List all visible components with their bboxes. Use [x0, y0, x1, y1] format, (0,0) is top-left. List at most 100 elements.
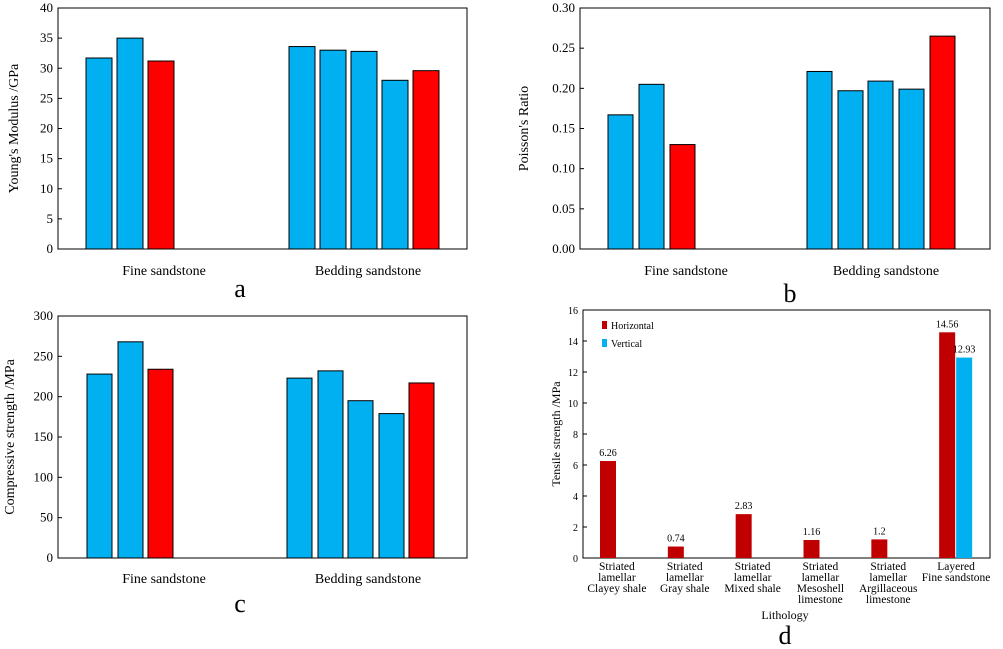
plot-frame-d: [582, 309, 991, 559]
y-tick-label: 4: [573, 492, 578, 503]
bar: [147, 60, 175, 250]
legend-swatch: [602, 321, 607, 329]
panel-label-d: d: [779, 621, 792, 649]
y-tick-label: 0: [573, 554, 578, 565]
y-axis-label: Young's Modulus /GPa: [7, 63, 22, 193]
panel-label-c: c: [234, 589, 246, 618]
bar: [898, 88, 925, 250]
bar: [86, 373, 113, 559]
y-tick-label: 0.00: [552, 241, 575, 256]
bar: [286, 377, 313, 559]
y-tick-label: 10: [40, 181, 53, 196]
legend-entry: Horizontal: [611, 321, 654, 332]
y-axis-label: Poisson's Ratio: [517, 86, 532, 171]
bar-vertical: [956, 357, 973, 558]
y-tick-label: 15: [40, 151, 53, 166]
data-label: 14.56: [936, 319, 959, 330]
y-tick-label: 0: [47, 241, 54, 256]
category-label: Striated: [735, 561, 771, 573]
y-tick-label: 0.15: [552, 121, 575, 136]
y-tick-label: 12: [568, 368, 578, 379]
y-tick-label: 0.10: [552, 161, 575, 176]
bar: [412, 70, 440, 250]
panel-label-a: a: [234, 274, 246, 303]
y-tick-label: 50: [40, 510, 53, 525]
group-label: Fine sandstone: [644, 264, 728, 279]
y-axis-label: Tensile strength /MPa: [549, 381, 563, 487]
chart-a: 0 5 10 15 20 25 30 35 40 Young's Modulus /GPa a Fin…: [7, 0, 468, 303]
y-tick-label: 25: [40, 90, 53, 105]
bar: [347, 400, 374, 559]
bar: [408, 382, 435, 559]
category-label: lamellar: [598, 572, 636, 584]
category-label: Striated: [803, 561, 839, 573]
y-axis-label: Compressive strength /MPa: [3, 358, 18, 514]
data-label: 1.2: [873, 526, 886, 537]
y-tick-label: 150: [34, 429, 54, 444]
bar-horizontal: [803, 540, 820, 558]
bar-horizontal: [667, 546, 684, 558]
bar: [378, 413, 405, 559]
y-tick-label: 0.05: [552, 201, 575, 216]
y-tick-label: 35: [40, 30, 53, 45]
category-label: lamellar: [802, 572, 840, 584]
category-label: Mixed shale: [724, 583, 781, 595]
category-label: Gray shale: [660, 583, 710, 595]
group-label: Bedding sandstone: [315, 264, 421, 279]
group-label: Fine sandstone: [122, 572, 206, 587]
bar: [85, 57, 113, 250]
y-tick-label: 6: [573, 461, 578, 472]
bar: [381, 79, 409, 250]
data-label: 6.26: [599, 448, 617, 459]
bar-horizontal: [735, 514, 752, 558]
data-label: 1.16: [803, 527, 821, 538]
category-label: lamellar: [666, 572, 704, 584]
bar-horizontal: [939, 332, 956, 558]
y-tick-label: 14: [568, 337, 578, 348]
legend-entry: Vertical: [611, 339, 642, 350]
category-label: Mesoshell: [797, 583, 844, 595]
y-tick-label: 300: [34, 308, 54, 323]
bar: [319, 49, 347, 250]
y-tick-label: 30: [40, 60, 53, 75]
bar: [116, 37, 144, 250]
category-label: limestone: [866, 594, 911, 606]
y-tick-label: 2: [573, 523, 578, 534]
group-label: Bedding sandstone: [833, 264, 939, 279]
legend-swatch: [602, 339, 607, 347]
category-label: Striated: [667, 561, 703, 573]
y-tick-label: 250: [34, 348, 54, 363]
bar-horizontal: [871, 539, 888, 558]
y-tick-label: 0.25: [552, 40, 575, 55]
bar: [669, 144, 696, 250]
bar: [806, 70, 833, 250]
bar: [638, 83, 665, 250]
category-label: Fine sandstone: [922, 572, 991, 584]
data-label: 0.74: [667, 534, 685, 545]
y-tick-label: 8: [573, 430, 578, 441]
bar: [117, 341, 144, 559]
y-tick-label: 16: [568, 306, 578, 317]
y-tick-label: 100: [34, 469, 54, 484]
bar: [929, 35, 956, 250]
data-label: 2.83: [735, 501, 753, 512]
bar: [147, 368, 174, 559]
y-tick-label: 5: [47, 211, 54, 226]
bar: [350, 50, 378, 250]
y-tick-label: 0.30: [552, 0, 575, 15]
category-label: limestone: [798, 594, 843, 606]
x-axis-label: Lithology: [761, 608, 808, 622]
category-label: Argillaceous: [859, 583, 918, 595]
data-label: 12.93: [953, 345, 976, 356]
y-tick-label: 40: [40, 0, 53, 15]
y-tick-label: 200: [34, 389, 54, 404]
category-label: Striated: [870, 561, 906, 573]
chart-d: 0 2 4 6 8 10 12 14 16 Tensile strength /MPa d 6.26 S…: [549, 306, 991, 649]
bar: [607, 114, 634, 250]
y-tick-label: 20: [40, 121, 53, 136]
y-tick-label: 0.20: [552, 80, 575, 95]
panel-label-b: b: [784, 279, 797, 308]
bar: [288, 46, 316, 250]
y-tick-label: 10: [568, 399, 578, 410]
